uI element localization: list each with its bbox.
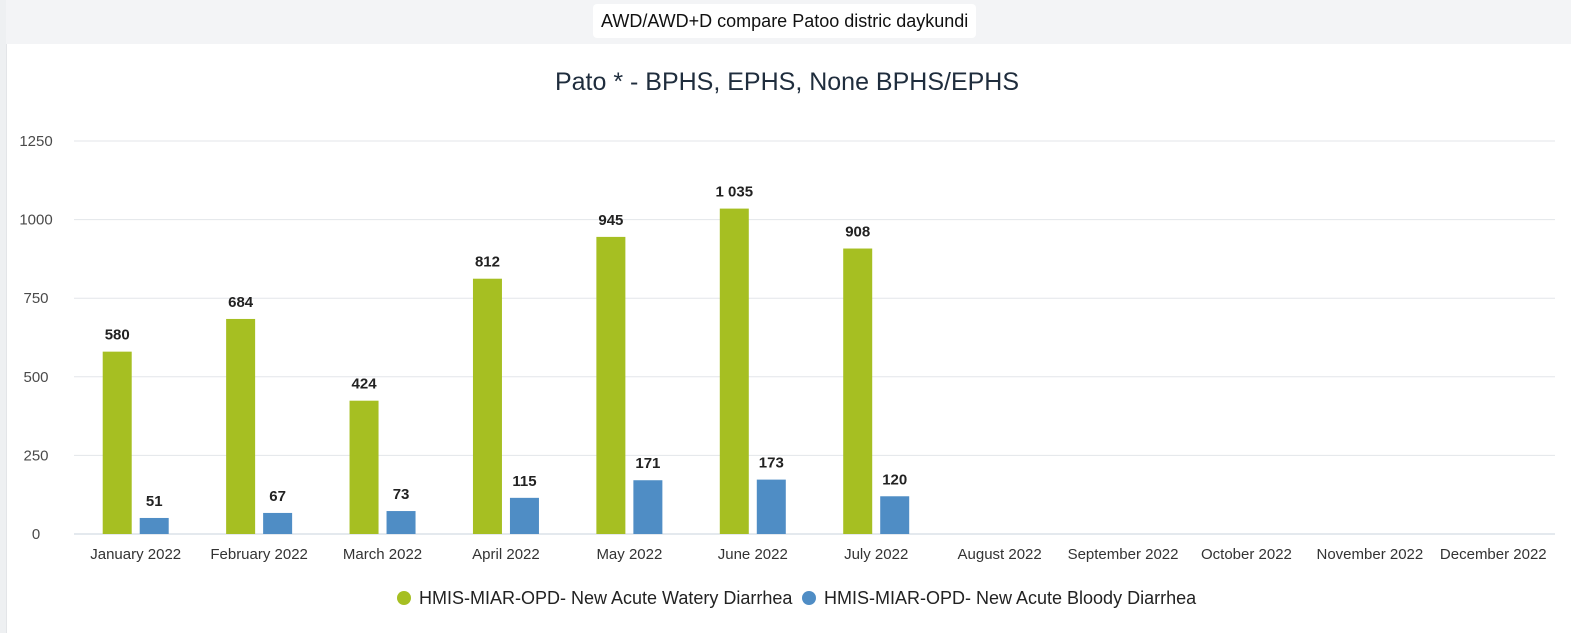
data-label: 812: [475, 254, 500, 271]
x-tick-label: February 2022: [210, 546, 308, 563]
bar-series-1: [472, 278, 502, 534]
dashboard-item-title: AWD/AWD+D compare Patoo distric daykundi: [593, 4, 977, 38]
legend-marker-series-2: [802, 591, 816, 605]
chart-title: Pato * - BPHS, EPHS, None BPHS/EPHS: [555, 68, 1019, 96]
data-label: 173: [759, 455, 784, 472]
bar-series-1: [349, 400, 379, 534]
data-label: 684: [228, 294, 254, 311]
bar-series-2: [139, 517, 169, 534]
data-label: 171: [635, 455, 660, 472]
y-tick-label: 750: [23, 290, 48, 307]
data-label: 1 035: [716, 184, 754, 201]
x-tick-label: May 2022: [596, 546, 662, 563]
data-label: 67: [269, 488, 286, 505]
x-tick-label: April 2022: [472, 546, 540, 563]
legend: HMIS-MIAR-OPD- New Acute Watery Diarrhea…: [397, 588, 1197, 608]
bar-series-2: [880, 496, 910, 534]
bar-series-1: [719, 208, 749, 534]
bar-series-2: [756, 479, 786, 534]
bar-series-2: [509, 497, 539, 534]
x-axis: January 2022 February 2022 March 2022 April…: [90, 546, 1546, 563]
legend-marker-series-1: [397, 591, 411, 605]
data-label: 424: [352, 376, 378, 393]
bar-series-1: [843, 248, 873, 535]
y-tick-label: 250: [23, 447, 48, 464]
data-label: 115: [512, 473, 536, 490]
x-tick-label: March 2022: [343, 546, 422, 563]
bar-series-1: [102, 351, 132, 534]
dashboard-item-header: AWD/AWD+D compare Patoo distric daykundi: [6, 0, 1571, 44]
data-label: 120: [882, 471, 907, 488]
bar-series-2: [263, 512, 293, 534]
x-tick-label: August 2022: [958, 546, 1042, 563]
y-tick-label: 500: [23, 369, 48, 386]
x-tick-label: November 2022: [1317, 546, 1424, 563]
left-panel-edge: [0, 0, 7, 633]
x-tick-label: December 2022: [1440, 546, 1547, 563]
data-label: 51: [146, 493, 163, 510]
x-tick-label: June 2022: [718, 546, 788, 563]
data-label: 580: [105, 327, 130, 344]
grid-lines: [74, 140, 1555, 535]
x-tick-label: January 2022: [90, 546, 181, 563]
y-tick-label: 1000: [19, 212, 52, 229]
bar-series-2: [386, 511, 416, 534]
bar-series-1: [596, 236, 626, 534]
data-labels: 580 51 684 67 424 73 812 115 945 171 1 035 173 908 12…: [105, 184, 908, 510]
bar-series-2: [633, 480, 663, 534]
legend-label-series-2: HMIS-MIAR-OPD- New Acute Bloody Diarrhea: [824, 588, 1197, 608]
data-label: 73: [393, 486, 410, 503]
y-tick-label: 1250: [19, 133, 52, 150]
data-label: 908: [845, 224, 870, 241]
data-label: 945: [598, 212, 623, 229]
y-axis: 0 250 500 750 1000 1250: [19, 133, 52, 543]
y-tick-label: 0: [32, 526, 40, 543]
x-tick-label: October 2022: [1201, 546, 1292, 563]
bar-series-1: [226, 318, 256, 534]
x-tick-label: September 2022: [1068, 546, 1179, 563]
legend-label-series-1: HMIS-MIAR-OPD- New Acute Watery Diarrhea: [419, 588, 793, 608]
bars: [102, 208, 910, 535]
x-tick-label: July 2022: [844, 546, 908, 563]
